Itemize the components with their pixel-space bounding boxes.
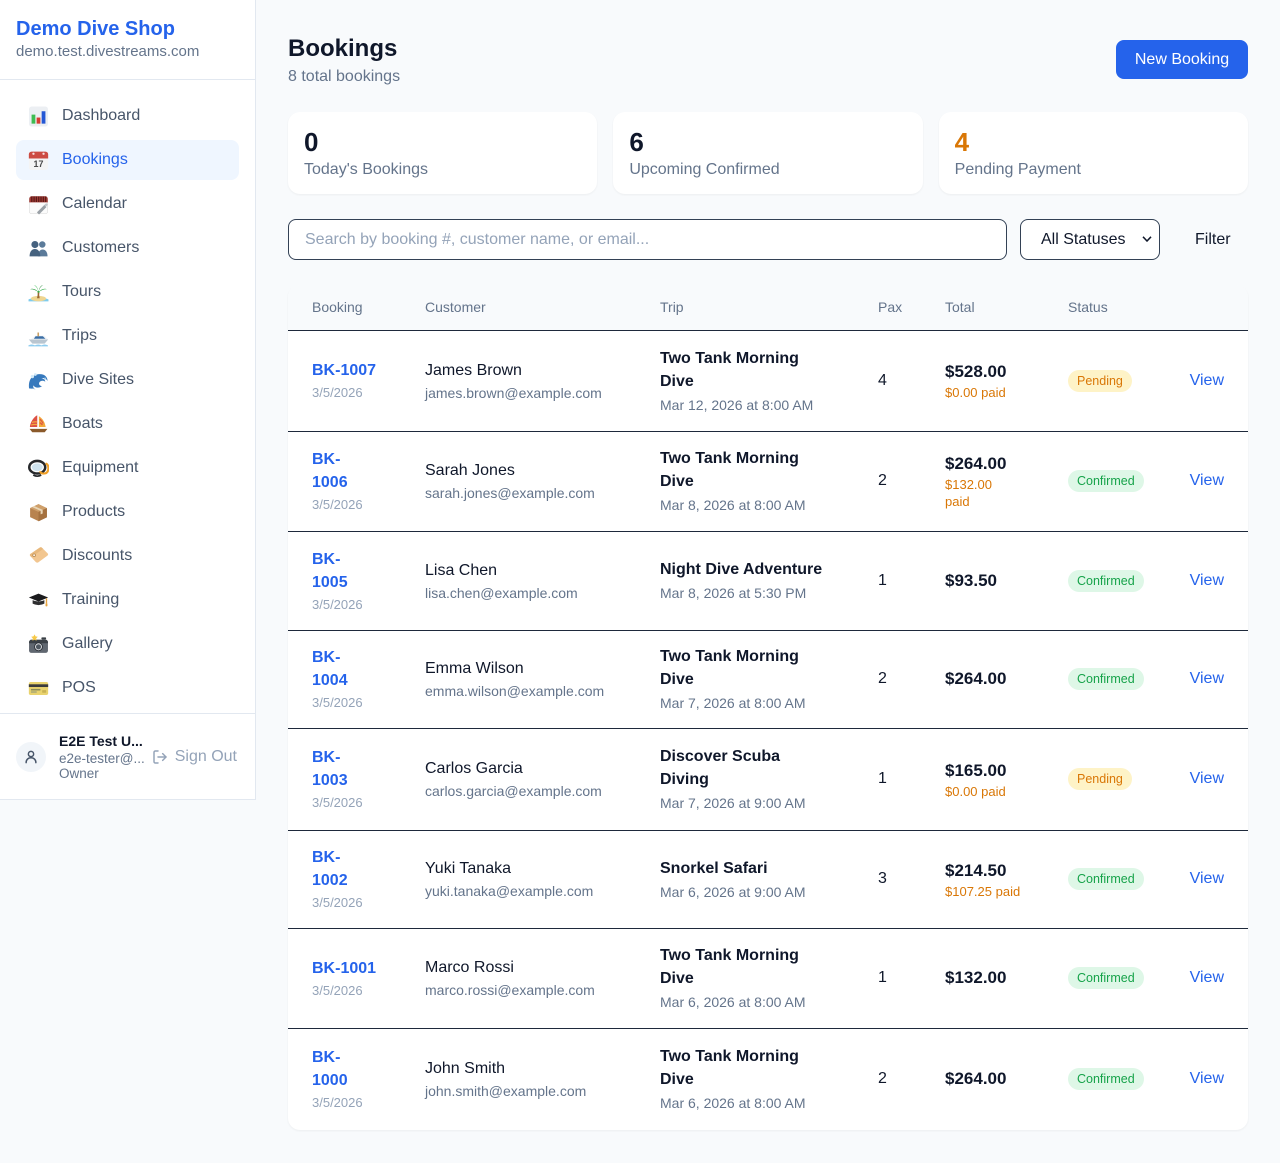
svg-text:17: 17: [34, 159, 44, 169]
